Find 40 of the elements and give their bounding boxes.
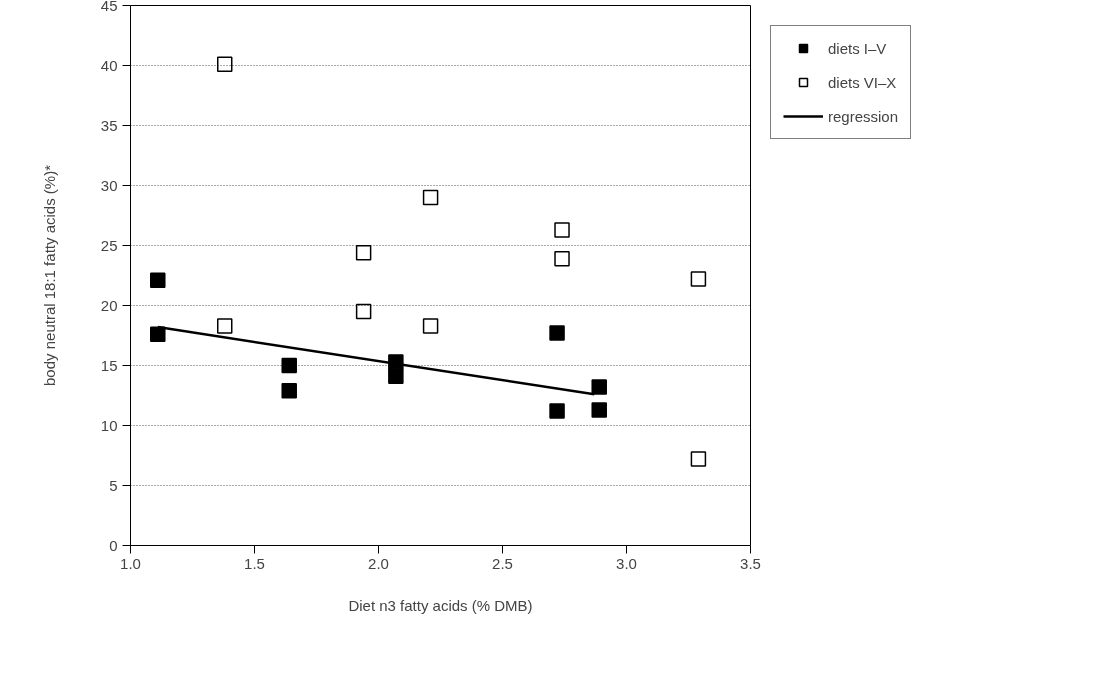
point (422, 318, 439, 334)
y-axis-title: body neutral 18:1 fatty acids (%)* (40, 164, 58, 386)
point (690, 271, 707, 287)
point (554, 250, 570, 267)
x-tick-label: 3.0 (616, 554, 637, 572)
y-tick-label: 40 (100, 56, 118, 74)
point (549, 325, 565, 341)
y-tick-label: 35 (100, 116, 118, 134)
point (216, 318, 233, 334)
point (591, 379, 607, 395)
y-tick-label: 0 (109, 536, 118, 554)
x-tick-label: 3.5 (740, 554, 761, 572)
y-tick-label: 5 (109, 476, 118, 494)
point (690, 451, 707, 467)
point (591, 402, 607, 418)
point (355, 303, 372, 320)
y-tick-label: 20 (100, 296, 118, 314)
y-tick-label: 45 (100, 0, 118, 14)
point (150, 326, 166, 343)
x-tick-label: 2.0 (368, 554, 389, 572)
x-axis-title: Diet n3 fatty acids (% DMB) (348, 596, 533, 614)
point (281, 357, 297, 374)
y-tick-label: 10 (100, 416, 118, 434)
y-tick-label: 25 (100, 236, 118, 254)
legend-label: regression (828, 107, 899, 125)
x-tick-label: 2.5 (492, 554, 513, 572)
point (388, 368, 404, 385)
y-tick-label: 15 (100, 356, 118, 374)
point (216, 56, 233, 73)
point (549, 403, 565, 419)
point (355, 244, 372, 261)
point (281, 382, 297, 399)
point (150, 272, 166, 289)
y-tick-label: 30 (100, 176, 118, 194)
x-tick-label: 1.0 (120, 554, 141, 572)
point (422, 189, 439, 206)
x-tick-label: 1.5 (244, 554, 265, 572)
legend-label: diets VI–X (828, 73, 897, 91)
legend-label: diets I–V (828, 39, 887, 57)
point (554, 222, 570, 238)
